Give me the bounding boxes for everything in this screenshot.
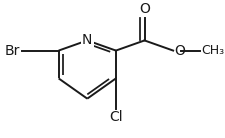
- Text: O: O: [173, 44, 184, 58]
- Text: Cl: Cl: [109, 110, 122, 124]
- Text: N: N: [82, 33, 92, 47]
- Text: CH₃: CH₃: [200, 44, 223, 57]
- Text: Br: Br: [4, 44, 20, 58]
- Text: O: O: [138, 2, 149, 16]
